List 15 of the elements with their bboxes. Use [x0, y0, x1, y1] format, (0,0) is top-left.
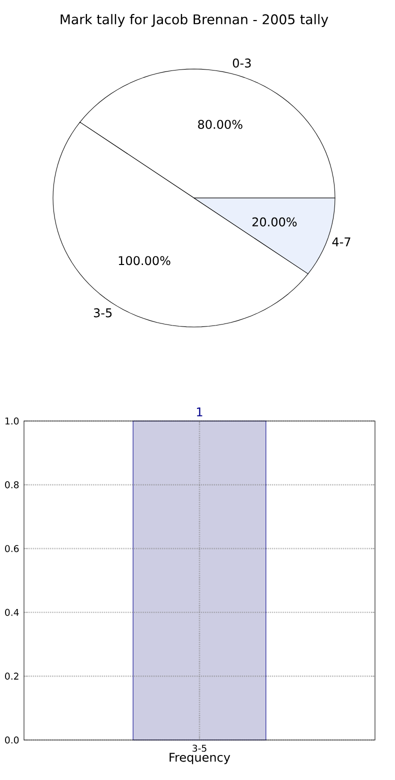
data-label: 80.00% — [198, 120, 242, 129]
x-axis-title: Frequency — [170, 752, 230, 764]
chart-title: Mark tally for Jacob Brennan - 2005 tally — [60, 14, 328, 27]
data-label: 100.00% — [118, 256, 170, 266]
data-label: 20.00% — [252, 217, 297, 226]
slice-label: 3-5 — [94, 308, 112, 318]
y-tick-label: 0.2 — [5, 672, 18, 680]
slice-label: 4-7 — [332, 237, 350, 246]
y-tick-label: 0.0 — [5, 736, 19, 744]
y-tick-label: 1.0 — [5, 417, 19, 425]
y-tick-label: 0.4 — [5, 608, 19, 616]
y-tick-label: 0.8 — [5, 481, 19, 488]
slice-label: 0-3 — [232, 58, 251, 68]
data-label: 1 — [196, 408, 202, 416]
y-tick-label: 0.6 — [5, 545, 19, 552]
